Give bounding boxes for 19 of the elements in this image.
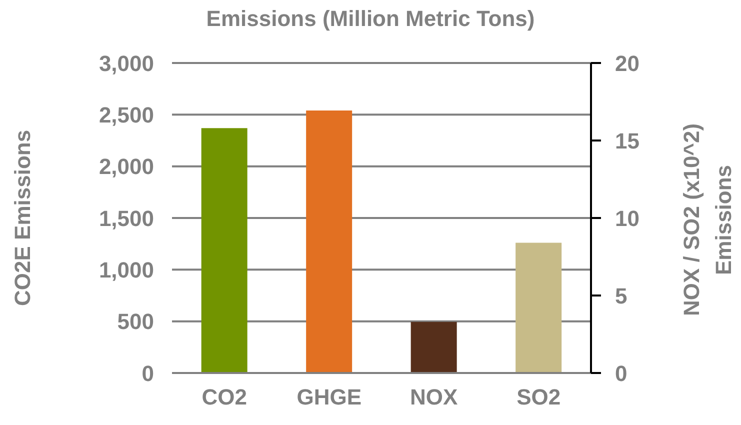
y2-tick-label: 20 <box>615 50 640 76</box>
y2-tick-label: 15 <box>615 128 640 154</box>
x-tick-label: CO2 <box>202 384 247 410</box>
y-axis-title: CO2E Emissions <box>10 128 36 308</box>
x-tick-label: SO2 <box>516 384 561 410</box>
y-tick-label: 0 <box>142 360 154 386</box>
x-tick-label: NOX <box>410 384 458 410</box>
y2-tick-label: 5 <box>615 283 628 308</box>
y-tick-label: 500 <box>117 309 154 334</box>
y-tick-label: 1,000 <box>98 257 154 282</box>
x-tick-label: GHGE <box>296 384 362 410</box>
y-tick-label: 1,500 <box>98 206 154 231</box>
y2-tick-label: 10 <box>615 206 640 231</box>
y2-axis-title: NOX / SO2 (x10^2) Emissions <box>678 122 737 318</box>
y-tick-label: 2,500 <box>98 102 154 128</box>
y-tick-label: 3,000 <box>98 50 154 76</box>
y2-tick-label: 0 <box>615 360 628 386</box>
chart-title: Emissions (Million Metric Tons) <box>205 6 536 32</box>
y-tick-label: 2,000 <box>98 154 154 180</box>
